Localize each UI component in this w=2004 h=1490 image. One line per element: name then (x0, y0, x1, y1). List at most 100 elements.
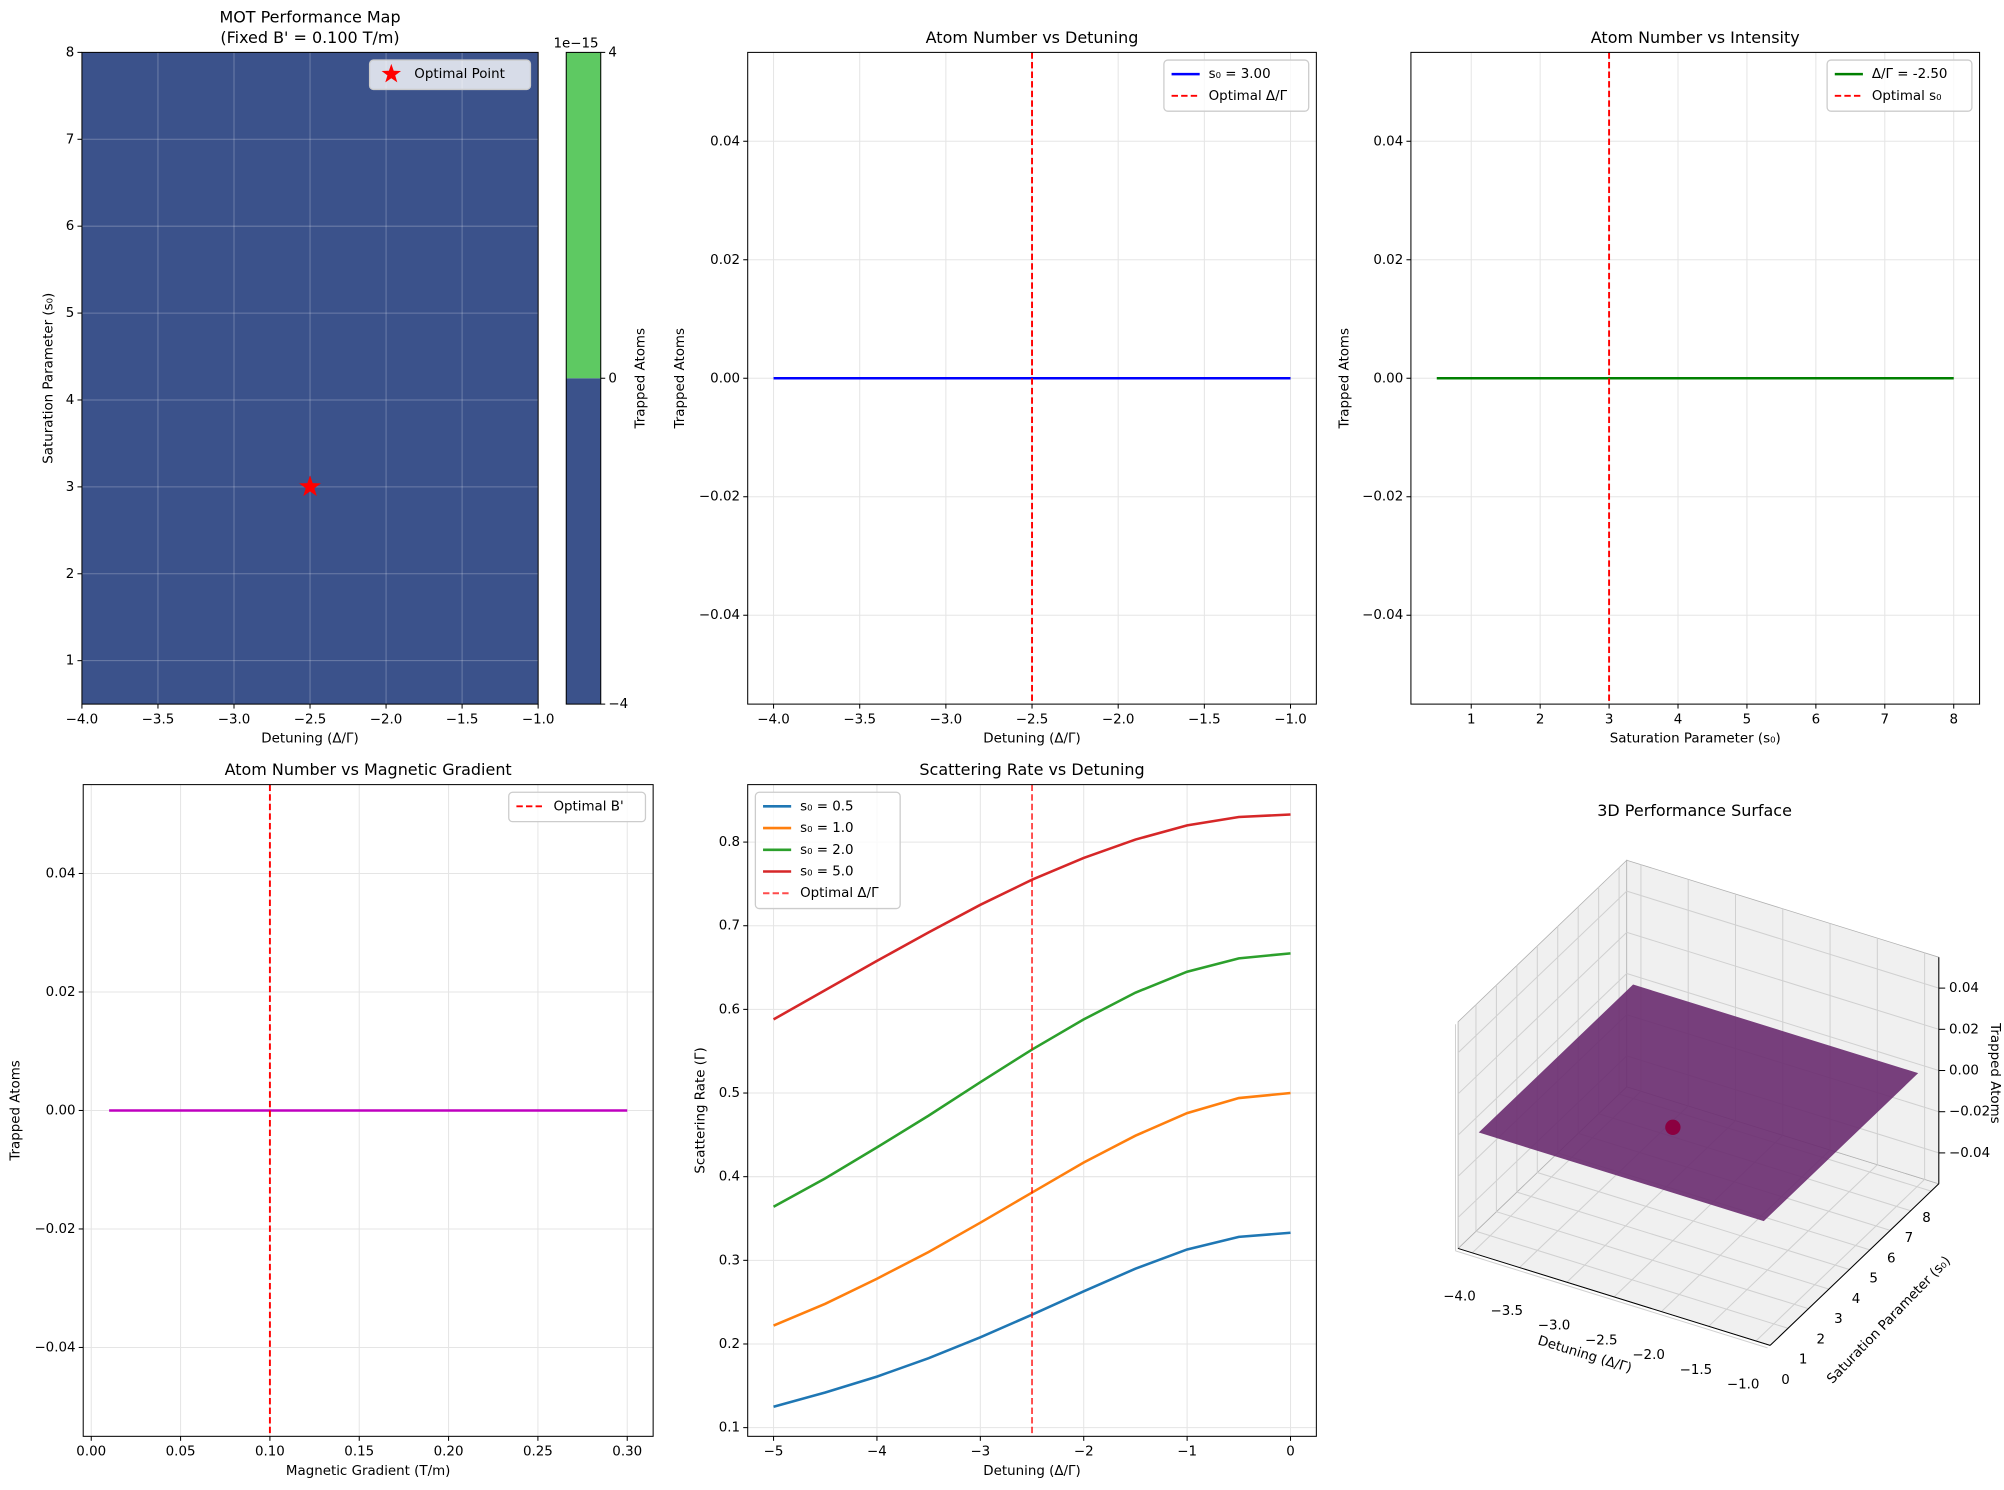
colorbar-frame (565, 51, 602, 705)
y-tick-label: 2 (66, 567, 75, 582)
legend-label: Optimal s₀ (1872, 89, 1942, 104)
x-tick-label: 0 (1286, 1445, 1295, 1460)
x-tick-label: −4.0 (66, 712, 99, 727)
y-tick-label: 0.7 (719, 919, 740, 934)
y-tick-label: −0.04 (34, 1340, 75, 1355)
x-tick-label: −3.5 (843, 712, 876, 727)
x-tick-label: −1.0 (522, 712, 555, 727)
z-tick-label: 0.04 (1949, 981, 1979, 996)
y-tick-label: 0.02 (1373, 253, 1403, 268)
x-tick-label: 0.10 (255, 1445, 285, 1460)
grid-line (1457, 890, 1628, 1054)
z-axis-label: Trapped Atoms (1987, 1022, 2002, 1123)
x-tick-label: 0.30 (612, 1445, 642, 1460)
grid-line (1496, 1211, 1809, 1310)
legend: Optimal Point (368, 59, 532, 91)
colorbar-tick-label: 0 (608, 371, 617, 386)
legend-box (1163, 59, 1310, 112)
y-tick-label: 0.00 (46, 1103, 76, 1118)
y-tick-label: −0.02 (34, 1222, 75, 1237)
x-tick-label: −3.0 (1538, 1319, 1571, 1334)
x-tick-label: −2.5 (1585, 1333, 1618, 1348)
x-tick-label: 2 (1536, 712, 1545, 727)
x-tick-label: −2.5 (1016, 712, 1049, 727)
chart-title: (Fixed B' = 0.100 T/m) (220, 28, 399, 47)
colorbar-band (566, 52, 601, 379)
z-tick-label: −0.04 (1949, 1146, 1990, 1161)
x-tick-label: 0.15 (344, 1445, 374, 1460)
legend-swatch (381, 63, 402, 83)
y-tick-label: 2 (1816, 1332, 1825, 1347)
y-tick-label: 0.02 (46, 985, 76, 1000)
y-tick-label: 3 (66, 480, 75, 495)
grid-line (1457, 931, 1628, 1095)
y-tick-label: 6 (66, 219, 75, 234)
x-axis-label: Saturation Parameter (s₀) (1610, 732, 1781, 747)
x-tick-label: −3 (970, 1445, 990, 1460)
legend: s₀ = 3.00 Optimal Δ/Γ (1163, 59, 1310, 112)
x-tick-label: 0.05 (166, 1445, 196, 1460)
x-tick-label: −1.0 (1274, 712, 1307, 727)
y-tick-label: 4 (66, 393, 75, 408)
y-tick-label: 0.02 (710, 253, 740, 268)
y-axis-label: Saturation Parameter (s₀) (42, 293, 57, 464)
y-tick-label: 0.04 (46, 866, 76, 881)
axes-frame (82, 784, 654, 1437)
y-tick-label: 0.2 (719, 1337, 740, 1352)
x-tick-label: 8 (1949, 712, 1958, 727)
y-tick-label: 1 (66, 654, 75, 669)
y-tick-label: 0.4 (719, 1170, 740, 1185)
chart-title: Atom Number vs Detuning (926, 28, 1139, 47)
x-tick-label: −2.5 (294, 712, 327, 727)
contour-fill (81, 52, 539, 705)
colorbar-label: Trapped Atoms (633, 328, 648, 429)
colorbar-tick-label: −4 (608, 697, 628, 712)
y-tick-label: 0.04 (1373, 134, 1403, 149)
x-tick-label: 3 (1605, 712, 1614, 727)
x-tick-label: −4.0 (1443, 1289, 1476, 1304)
x-tick-label: −5 (764, 1445, 784, 1460)
axes-frame (747, 784, 1317, 1437)
x-tick-label: −4 (867, 1445, 887, 1460)
chart-title: 3D Performance Surface (1597, 801, 1792, 820)
legend-label: Optimal Δ/Γ (1209, 89, 1288, 104)
legend-label: Δ/Γ = -2.50 (1872, 67, 1948, 82)
x-axis-label: Detuning (Δ/Γ) (261, 732, 358, 747)
legend-label: s₀ = 0.5 (800, 799, 853, 814)
y-tick-label: 0.00 (1373, 371, 1403, 386)
y-tick-label: −0.04 (1362, 608, 1403, 623)
x-tick-label: −1.5 (1188, 712, 1221, 727)
x-tick-label: 1 (1467, 712, 1476, 727)
y-tick-label: 0.5 (719, 1086, 740, 1101)
y-tick-label: 0.3 (719, 1253, 740, 1268)
y-axis-label: Scattering Rate (Γ) (693, 1047, 708, 1173)
y-tick-label: 7 (66, 132, 75, 147)
grid-line (1457, 973, 1628, 1136)
x-tick-label: −1 (1177, 1445, 1197, 1460)
y-tick-label: 8 (1922, 1211, 1931, 1226)
x-tick-label: −4.0 (757, 712, 790, 727)
z-tick-label: 0.02 (1949, 1022, 1979, 1037)
optimal-point (1665, 1119, 1681, 1135)
axis-line (1769, 1183, 1940, 1346)
y-tick-label: 0.6 (719, 1002, 740, 1017)
legend-box (754, 791, 901, 910)
y-axis-label: Trapped Atoms (673, 328, 688, 429)
axes-frame (747, 51, 1317, 705)
chart-title: MOT Performance Map (219, 7, 400, 26)
x-tick-label: −2.0 (1102, 712, 1135, 727)
y-tick-label: 1 (1799, 1353, 1808, 1368)
y-tick-label: 3 (1834, 1312, 1843, 1327)
legend-box (508, 791, 647, 823)
x-tick-label: −3.5 (1490, 1304, 1523, 1319)
grid-line (1626, 973, 1939, 1071)
y-tick-label: −0.02 (1362, 490, 1403, 505)
x-axis-label: Detuning (Δ/Γ) (983, 732, 1080, 747)
x-axis-label: Magnetic Gradient (T/m) (286, 1464, 451, 1479)
marker (299, 475, 321, 497)
x-tick-label: 0.20 (434, 1445, 464, 1460)
x-tick-label: −3.0 (930, 712, 963, 727)
x-tick-label: −1.5 (446, 712, 479, 727)
y-tick-label: 4 (1852, 1292, 1861, 1307)
